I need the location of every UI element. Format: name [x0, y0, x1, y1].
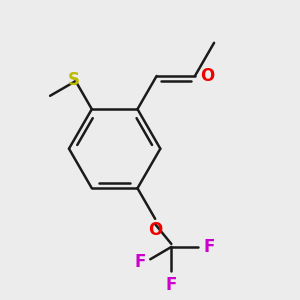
Text: F: F	[204, 238, 215, 256]
Text: F: F	[166, 276, 177, 294]
Text: F: F	[134, 253, 146, 271]
Text: S: S	[68, 70, 80, 88]
Text: O: O	[148, 221, 162, 239]
Text: O: O	[200, 67, 214, 85]
